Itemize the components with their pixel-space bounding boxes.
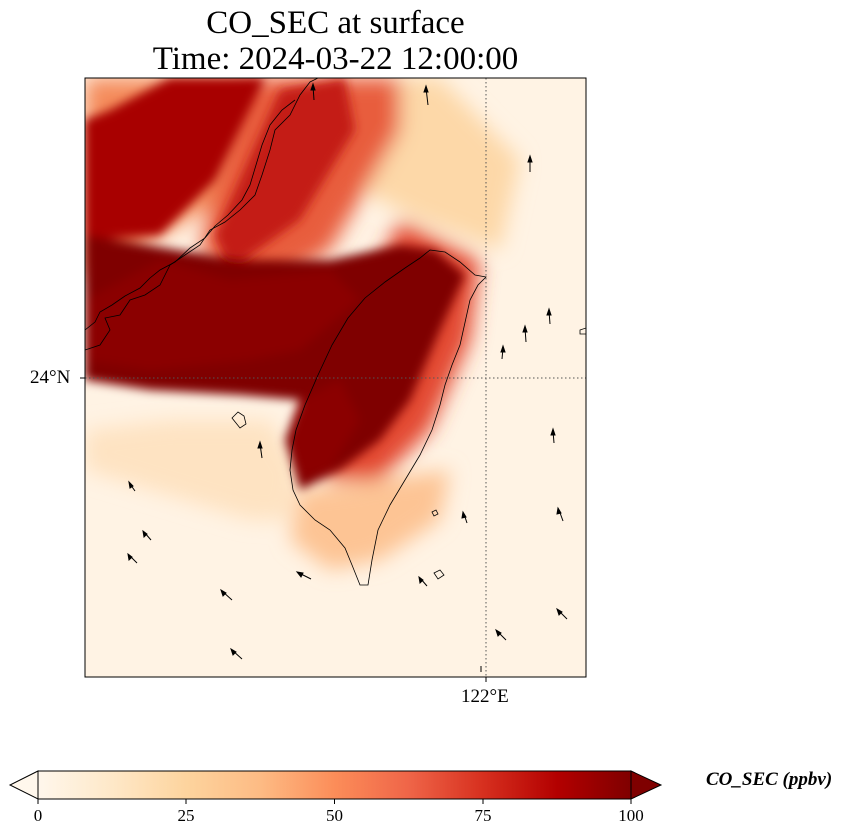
wind-arrow (127, 552, 138, 564)
coastlines (85, 78, 586, 586)
colorbar-label: CO_SEC (ppbv) (706, 769, 833, 790)
wind-arrow (142, 529, 152, 541)
wind-arrow (230, 647, 243, 660)
colorbar-tick-label: 25 (177, 806, 195, 825)
lat-tick-label: 24°N (30, 367, 71, 388)
colorbar-tick-label: 100 (618, 806, 644, 825)
colorbar-tick-label: 0 (33, 806, 43, 825)
wind-arrow (556, 607, 568, 620)
wind-arrow (128, 480, 136, 492)
wind-arrow (423, 84, 429, 106)
green-island (431, 509, 439, 517)
wind-arrow (220, 588, 233, 601)
colorbar-extend-min (8, 770, 39, 800)
wind-arrow (495, 628, 507, 641)
wind-arrow (461, 510, 468, 524)
wind-arrow (257, 440, 263, 459)
taiwan-coastline (289, 249, 487, 586)
colorbar (8, 770, 663, 804)
colorbar-tick-label: 50 (326, 806, 343, 825)
gridlines (85, 78, 586, 677)
wind-arrow (500, 344, 506, 360)
wind-arrow (418, 575, 428, 587)
wind-arrow (295, 571, 312, 580)
penghu-islands (231, 411, 247, 429)
china-coastline-inner (85, 99, 296, 331)
colorbar-tick-label: 75 (474, 806, 492, 825)
wind-arrow (310, 82, 316, 101)
concentration-field (85, 78, 586, 677)
wind-vectors (127, 82, 568, 672)
map-title: CO_SEC at surface (206, 5, 465, 41)
yonaguni-island (579, 327, 586, 335)
colorbar-extend-max (630, 770, 663, 800)
orchid-island (433, 569, 445, 580)
wind-arrow (556, 506, 564, 522)
wind-arrow (522, 324, 528, 343)
lon-tick-label: 122°E (461, 686, 509, 707)
wind-arrow (550, 427, 556, 444)
colorbar-gradient (38, 771, 631, 799)
map-subtitle-time: Time: 2024-03-22 12:00:00 (152, 41, 519, 77)
colorbar-ticks (37, 799, 632, 804)
wind-arrow (546, 307, 552, 325)
wind-arrow (527, 154, 533, 172)
